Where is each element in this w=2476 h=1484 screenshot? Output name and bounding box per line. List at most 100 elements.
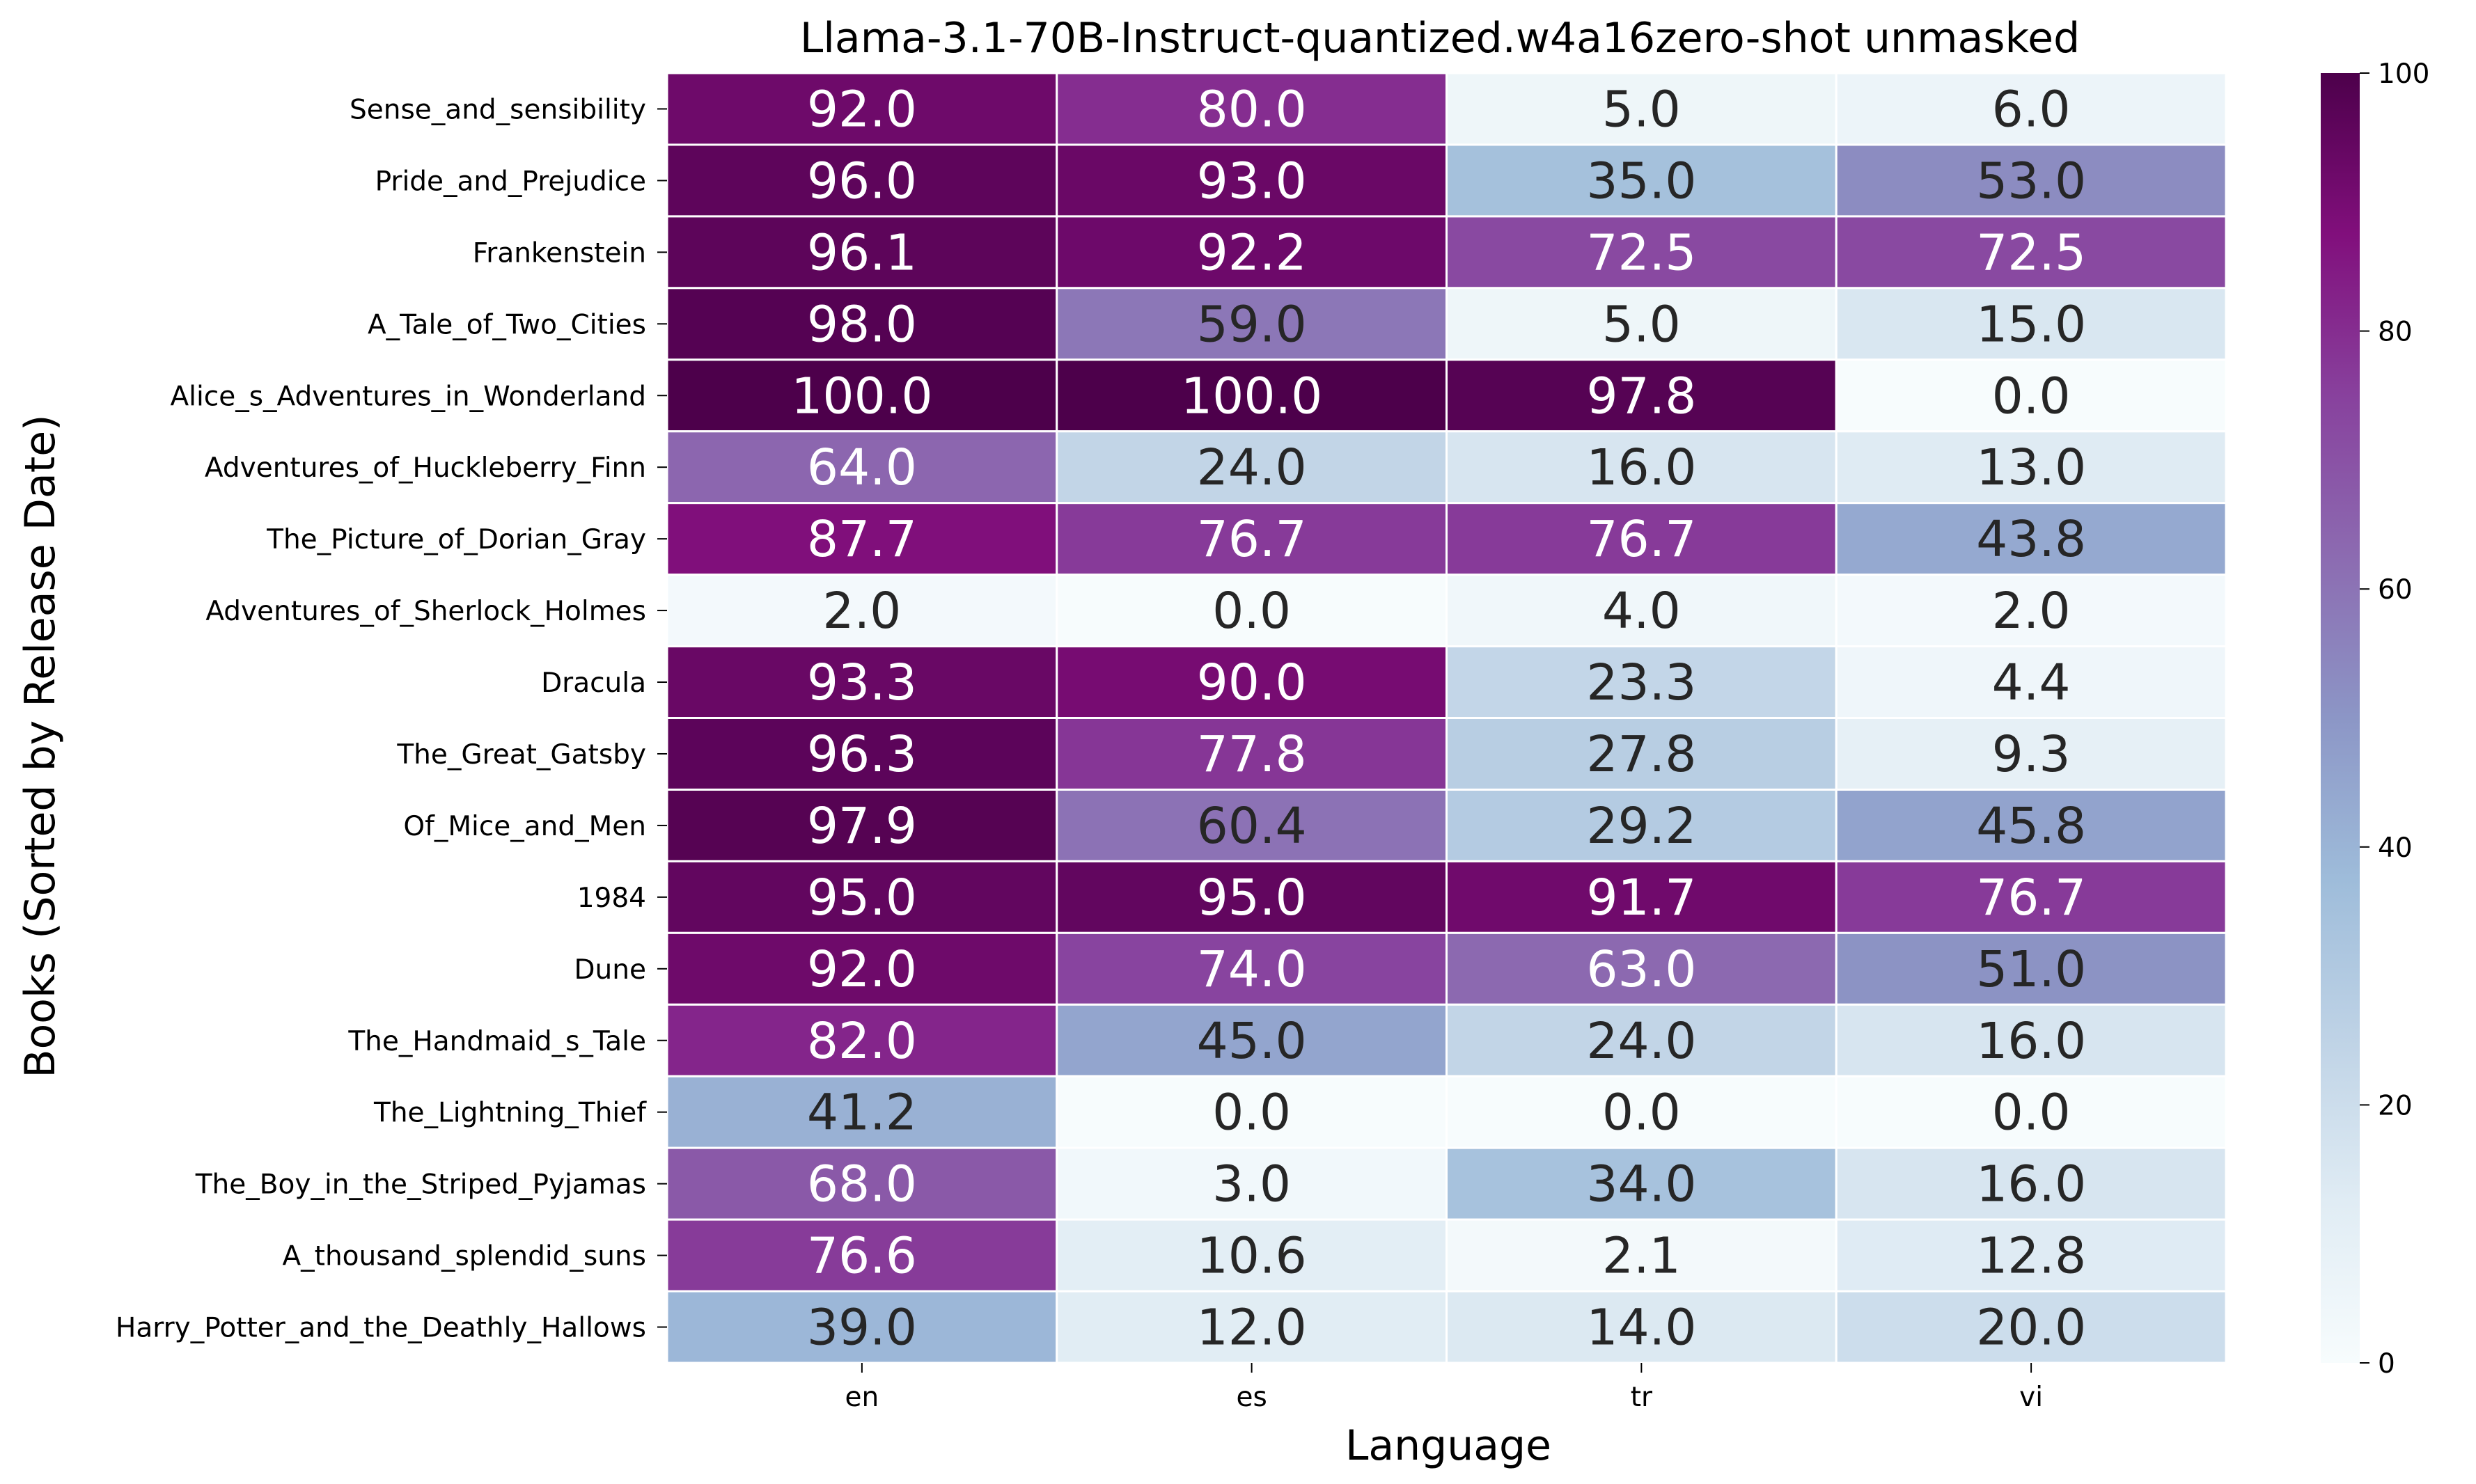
- cell-value-label: 13.0: [1976, 439, 2086, 496]
- cell-value-label: 72.5: [1586, 223, 1696, 281]
- cell-value-label: 12.8: [1976, 1227, 2086, 1285]
- colorbar-tick-label: 20: [2378, 1090, 2413, 1121]
- heatmap-cell: [1835, 1146, 2227, 1221]
- heatmap-cell: [1056, 1003, 1448, 1078]
- cell-value-label: 76.7: [1197, 510, 1307, 568]
- heatmap-cell: [1445, 1003, 1838, 1078]
- cell-value-label: 91.7: [1586, 869, 1696, 926]
- cell-value-label: 6.0: [1992, 80, 2071, 138]
- x-tick-label: tr: [1631, 1382, 1653, 1413]
- colorbar-tick-label: 60: [2378, 574, 2413, 606]
- heatmap-cell: [1056, 430, 1448, 505]
- heatmap-cell: [1835, 931, 2227, 1006]
- cell-value-label: 93.3: [807, 654, 917, 711]
- cell-value-label: 39.0: [807, 1299, 917, 1357]
- heatmap-cell: [1835, 287, 2227, 361]
- cell-value-label: 74.0: [1197, 940, 1307, 998]
- heatmap-cell: [1445, 358, 1838, 433]
- cell-value-label: 63.0: [1586, 940, 1696, 998]
- cell-value-label: 0.0: [1992, 1084, 2071, 1142]
- colorbar-tick-label: 40: [2378, 832, 2413, 864]
- cell-value-label: 5.0: [1602, 80, 1681, 138]
- y-tick-label: Dune: [574, 954, 646, 986]
- heatmap-cell: [1835, 717, 2227, 791]
- cell-value-label: 0.0: [1602, 1084, 1681, 1142]
- cell-value-label: 92.2: [1197, 223, 1307, 281]
- cell-value-label: 14.0: [1586, 1299, 1696, 1357]
- colorbar-tick-label: 0: [2378, 1348, 2395, 1380]
- cell-value-label: 76.7: [1586, 510, 1696, 568]
- cell-value-label: 29.2: [1586, 797, 1696, 855]
- x-tick-label: es: [1236, 1382, 1267, 1413]
- heatmap-cell: [1056, 143, 1448, 218]
- heatmap-cell: [1835, 860, 2227, 934]
- cell-value-label: 82.0: [807, 1012, 917, 1070]
- heatmap-cell: [1056, 215, 1448, 290]
- cell-value-label: 35.0: [1586, 152, 1696, 210]
- cell-value-label: 0.0: [1992, 367, 2071, 425]
- y-tick-label: Adventures_of_Sherlock_Holmes: [205, 596, 646, 627]
- cell-value-label: 2.0: [822, 582, 901, 640]
- y-tick-label: A_thousand_splendid_suns: [282, 1241, 646, 1272]
- y-tick-label: The_Lightning_Thief: [373, 1098, 647, 1129]
- cell-value-label: 27.8: [1586, 725, 1696, 783]
- chart-title: Llama-3.1-70B-Instruct-quantized.w4a16ze…: [800, 14, 2080, 63]
- heatmap-cell: [1056, 860, 1448, 934]
- cell-value-label: 92.0: [807, 80, 917, 138]
- heatmap-cell: [1445, 502, 1838, 576]
- heatmap-cell: [1445, 1075, 1838, 1149]
- cell-value-label: 64.0: [807, 439, 917, 496]
- cell-value-label: 43.8: [1976, 510, 2086, 568]
- heatmap-cell: [1056, 358, 1448, 433]
- cell-value-label: 90.0: [1197, 654, 1307, 711]
- heatmap-cell: [1835, 143, 2227, 218]
- cell-value-label: 16.0: [1976, 1155, 2086, 1213]
- cell-value-label: 96.0: [807, 152, 917, 210]
- cell-value-label: 95.0: [807, 869, 917, 926]
- cell-value-label: 0.0: [1212, 1084, 1291, 1142]
- cell-value-label: 4.0: [1602, 582, 1681, 640]
- y-tick-label: The_Picture_of_Dorian_Gray: [266, 524, 646, 555]
- cell-value-label: 2.1: [1602, 1227, 1681, 1285]
- y-tick-label: The_Great_Gatsby: [396, 739, 646, 771]
- cell-value-label: 76.6: [807, 1227, 917, 1285]
- cell-value-label: 97.9: [807, 797, 917, 855]
- cell-value-label: 53.0: [1976, 152, 2086, 210]
- cell-value-label: 80.0: [1197, 80, 1307, 138]
- cell-value-label: 72.5: [1976, 223, 2086, 281]
- cell-value-label: 59.0: [1197, 295, 1307, 353]
- heatmap-cell: [1835, 1003, 2227, 1078]
- y-tick-label: Pride_and_Prejudice: [375, 166, 646, 197]
- heatmap-cell: [1835, 788, 2227, 862]
- y-tick-label: The_Handmaid_s_Tale: [347, 1026, 646, 1057]
- y-tick-label: The_Boy_in_the_Striped_Pyjamas: [195, 1169, 646, 1201]
- heatmap-cell: [666, 1146, 1058, 1221]
- cell-value-label: 9.3: [1992, 725, 2071, 783]
- heatmap-cell: [1445, 860, 1838, 934]
- heatmap-cell: [1445, 72, 1838, 146]
- cell-value-label: 45.0: [1197, 1012, 1307, 1070]
- heatmap-cell: [1835, 215, 2227, 290]
- heatmap-cell: [666, 717, 1058, 791]
- y-tick-label: Alice_s_Adventures_in_Wonderland: [170, 381, 646, 412]
- cell-value-label: 68.0: [807, 1155, 917, 1213]
- cell-value-label: 92.0: [807, 940, 917, 998]
- cell-value-label: 34.0: [1586, 1155, 1696, 1213]
- y-axis-label: Books (Sorted by Release Date): [16, 414, 65, 1078]
- cell-value-label: 60.4: [1197, 797, 1307, 855]
- cell-value-label: 0.0: [1212, 582, 1291, 640]
- heatmap-cell: [1835, 645, 2227, 719]
- y-tick-label: Of_Mice_and_Men: [403, 811, 646, 842]
- heatmap-cell: [1056, 788, 1448, 862]
- y-tick-label: Harry_Potter_and_the_Deathly_Hallows: [116, 1313, 646, 1344]
- heatmap-cell: [1445, 717, 1838, 791]
- heatmap-cell: [1445, 788, 1838, 862]
- heatmap-cell: [1056, 72, 1448, 146]
- y-tick-label: Frankenstein: [473, 237, 646, 269]
- heatmap-cell: [1835, 502, 2227, 576]
- heatmap-cells: 92.0 80.0 5.0 6.0 96.0 93.0 35.0 53.0 96.1 92.2 72…: [666, 72, 2227, 1364]
- heatmap-cell: [1835, 430, 2227, 505]
- cell-value-label: 12.0: [1197, 1299, 1307, 1357]
- x-axis-label: Language: [1345, 1421, 1551, 1470]
